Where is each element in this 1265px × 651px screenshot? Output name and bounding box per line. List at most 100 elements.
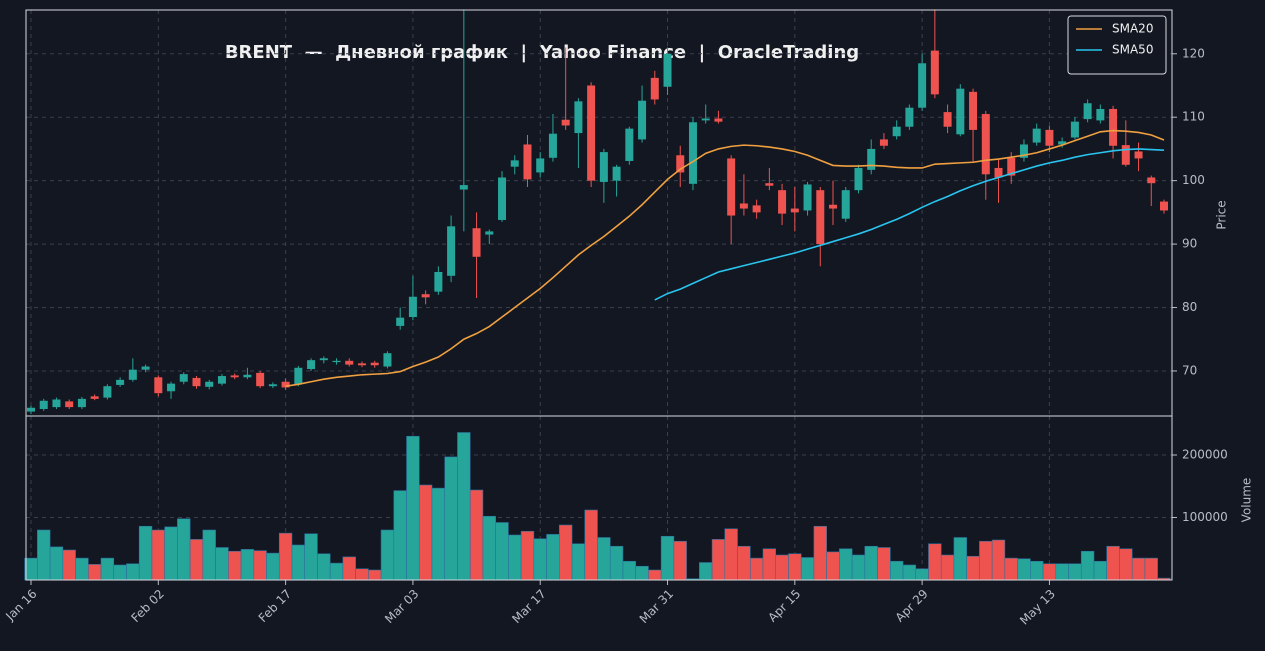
volume-bar bbox=[902, 564, 917, 581]
candle-body bbox=[1160, 201, 1168, 211]
candle-body bbox=[981, 114, 990, 175]
candle-body bbox=[765, 183, 774, 186]
chart-title: BRENT — Дневной график | Yahoo Finance |… bbox=[225, 42, 859, 63]
candle-body bbox=[459, 185, 468, 190]
volume-bar bbox=[62, 549, 76, 581]
y-tick-label: 70 bbox=[1182, 363, 1197, 377]
volume-bar bbox=[979, 540, 993, 581]
candle-body bbox=[472, 228, 481, 257]
volume-bar bbox=[762, 548, 777, 581]
volume-bar bbox=[177, 518, 191, 581]
candle-body bbox=[587, 85, 596, 181]
candle-body bbox=[994, 167, 1003, 178]
candle-body bbox=[854, 167, 863, 191]
candle-body bbox=[256, 372, 265, 387]
volume-bar bbox=[864, 545, 878, 581]
volume-bar bbox=[1030, 560, 1044, 581]
volume-bar bbox=[253, 550, 267, 581]
volume-bar bbox=[418, 484, 433, 581]
candle-body bbox=[268, 384, 277, 387]
candle-body bbox=[307, 360, 316, 370]
candle-body bbox=[727, 158, 736, 216]
candle-body bbox=[930, 50, 939, 95]
candle-body bbox=[561, 119, 570, 126]
volume-bar bbox=[1144, 557, 1158, 581]
y-tick-label: 100000 bbox=[1182, 510, 1228, 524]
volume-bar bbox=[813, 525, 827, 581]
volume-bar bbox=[991, 539, 1006, 581]
volume-bar bbox=[928, 543, 942, 581]
volume-bar bbox=[202, 529, 216, 581]
volume-bar bbox=[520, 530, 535, 581]
volume-bar bbox=[228, 550, 242, 581]
candle-body bbox=[65, 401, 74, 408]
candle-body bbox=[205, 381, 214, 387]
volume-bar bbox=[622, 560, 636, 581]
candle-body bbox=[701, 118, 710, 121]
volume-bar bbox=[966, 555, 980, 581]
volume-bar bbox=[406, 435, 420, 581]
volume-bar bbox=[1017, 558, 1031, 581]
candle-body bbox=[752, 205, 761, 213]
volume-bar bbox=[49, 546, 64, 581]
volume-bar bbox=[559, 524, 573, 581]
candle-body bbox=[396, 317, 405, 326]
volume-bar bbox=[533, 538, 547, 581]
volume-bar bbox=[877, 547, 891, 581]
candle-body bbox=[879, 139, 888, 146]
candle-body bbox=[905, 107, 914, 127]
volume-bar bbox=[508, 534, 522, 581]
volume-bar bbox=[1093, 560, 1108, 581]
candle-body bbox=[370, 362, 379, 366]
candle-body bbox=[548, 133, 557, 158]
candle-body bbox=[676, 155, 685, 173]
y-tick-label: 90 bbox=[1182, 237, 1197, 251]
volume-bar bbox=[444, 456, 458, 581]
candle-body bbox=[1058, 141, 1067, 145]
candle-body bbox=[332, 360, 341, 363]
volume-bar bbox=[1055, 563, 1069, 581]
y-tick-label: 110 bbox=[1182, 110, 1205, 124]
candle-body bbox=[1096, 108, 1105, 121]
volume-bar bbox=[1068, 563, 1082, 581]
y-tick-label: 120 bbox=[1182, 46, 1205, 60]
volume-bar bbox=[597, 537, 611, 581]
volume-bar bbox=[469, 489, 484, 581]
candle-body bbox=[829, 204, 838, 209]
volume-bar bbox=[1106, 545, 1120, 581]
plot-frame bbox=[25, 415, 1173, 581]
volume-bar bbox=[100, 557, 115, 581]
volume-bar bbox=[546, 534, 560, 581]
volume-bar bbox=[278, 532, 293, 581]
candle-body bbox=[1083, 103, 1092, 120]
volume-bar bbox=[737, 545, 751, 581]
candle-body bbox=[841, 190, 850, 219]
volume-bar bbox=[368, 569, 382, 581]
candle-body bbox=[536, 158, 545, 173]
candle-body bbox=[956, 88, 965, 135]
volume-bar bbox=[724, 528, 738, 581]
volume-bar bbox=[393, 490, 407, 581]
y-tick-label: 80 bbox=[1182, 300, 1197, 314]
candle-body bbox=[383, 353, 392, 367]
candle-body bbox=[141, 366, 150, 370]
candle-body bbox=[230, 375, 239, 378]
volume-bar bbox=[851, 554, 866, 581]
y-axis-label: Volume bbox=[1240, 478, 1254, 523]
volume-bar bbox=[889, 560, 904, 581]
candle-body bbox=[1121, 145, 1130, 165]
sma-line bbox=[285, 129, 1165, 387]
volume-bar bbox=[699, 562, 713, 581]
candle-body bbox=[612, 166, 621, 181]
volume-bar bbox=[151, 529, 165, 581]
volume-bar bbox=[329, 562, 344, 581]
candle-body bbox=[421, 294, 430, 298]
candle-body bbox=[918, 63, 927, 108]
volume-bar bbox=[482, 515, 496, 581]
candle-body bbox=[243, 374, 252, 378]
candle-body bbox=[128, 369, 137, 380]
sma-line bbox=[654, 148, 1165, 301]
volume-bar bbox=[940, 554, 955, 581]
volume-bar bbox=[215, 547, 229, 581]
volume-bar bbox=[138, 525, 153, 581]
